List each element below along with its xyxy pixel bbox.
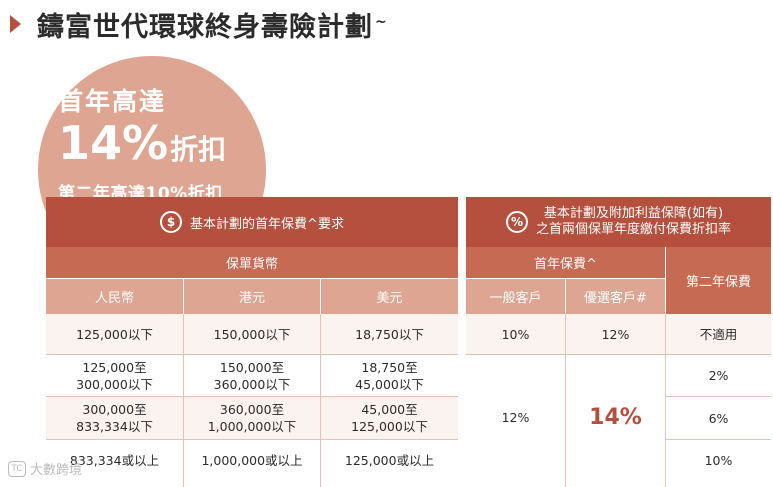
divider <box>565 314 566 487</box>
divider <box>183 314 184 487</box>
table-cell: 18,750以下 <box>355 326 424 342</box>
general-rate-merged: 12% <box>501 410 530 425</box>
page-title: 鑄富世代環球終身壽險計劃 ~ <box>37 11 388 43</box>
second-year-rate-row2: 2% <box>708 368 729 383</box>
table-cell: 1,000,000或以上 <box>201 452 303 468</box>
watermark-text: 大數跨境 <box>30 463 83 478</box>
col-preferred-client: 優選客戶# <box>566 279 665 314</box>
second-year-header: 第二年保費 <box>666 247 771 314</box>
left-header-text: 基本計劃的首年保費^要求 <box>190 216 344 232</box>
dollar-icon: $ <box>160 211 183 233</box>
currency-header: 保單貨幣 <box>46 247 458 278</box>
promo-line1: 首年高達 <box>58 87 167 116</box>
preferred-rate-row1: 12% <box>601 326 630 342</box>
col-usd: 美元 <box>321 279 458 314</box>
promo-big-suffix: 折扣 <box>170 133 227 166</box>
divider <box>320 314 321 487</box>
table-cell: 125,000至 300,000以下 <box>76 359 153 392</box>
play-arrow-icon <box>10 15 21 33</box>
title-row: 鑄富世代環球終身壽險計劃 ~ <box>10 6 388 43</box>
table-cell: 45,000至 125,000以下 <box>351 402 428 434</box>
right-header-line1: 基本計劃及附加利益保障(如有) <box>543 206 724 221</box>
second-year-rate-row1: 不適用 <box>699 326 738 342</box>
watermark: TC 大數跨境 <box>8 459 82 478</box>
divider <box>665 314 666 487</box>
table-cell: 18,750至 45,000以下 <box>355 359 424 392</box>
table-cell: 833,334或以上 <box>69 452 160 468</box>
row-bg-1 <box>466 314 771 354</box>
general-rate-row1: 10% <box>501 326 530 342</box>
divider <box>46 439 458 440</box>
first-year-header: 首年保費^ <box>466 247 665 278</box>
row-bg-3 <box>46 397 458 439</box>
divider <box>666 396 771 397</box>
table-cell: 360,000至 1,000,000以下 <box>207 402 297 434</box>
divider <box>466 354 771 355</box>
divider <box>46 354 458 355</box>
percent-icon: % <box>505 211 528 233</box>
title-superscript: ~ <box>375 13 388 30</box>
divider <box>666 439 771 440</box>
promo-line2: 14%折扣 <box>58 120 226 177</box>
table-cell: 150,000至 360,000以下 <box>213 359 291 392</box>
discount-rate-table: % 基本計劃及附加利益保障(如有) 之首兩個保單年度繳付保費折扣率 首年保費^ … <box>466 197 771 487</box>
second-year-rate-row4: 10% <box>704 452 733 468</box>
divider <box>46 396 458 397</box>
right-header-text: 基本計劃及附加利益保障(如有) 之首兩個保單年度繳付保費折扣率 <box>536 206 731 238</box>
promo-text: 首年高達 14%折扣 第二年高達10%折扣 <box>58 82 226 204</box>
table-cell: 300,000至 833,334以下 <box>76 402 153 434</box>
right-table-header: % 基本計劃及附加利益保障(如有) 之首兩個保單年度繳付保費折扣率 <box>466 197 771 247</box>
watermark-logo-icon: TC <box>8 460 26 477</box>
preferred-rate-merged: 14% <box>589 405 642 430</box>
row-bg-1 <box>46 314 458 354</box>
left-table-header: $ 基本計劃的首年保費^要求 <box>46 197 458 247</box>
col-general-client: 一般客戶 <box>466 279 565 314</box>
right-header-line2: 之首兩個保單年度繳付保費折扣率 <box>535 222 731 237</box>
col-rmb: 人民幣 <box>46 279 183 314</box>
table-cell: 150,000以下 <box>213 326 291 342</box>
premium-requirement-table: $ 基本計劃的首年保費^要求 保單貨幣 人民幣 港元 美元 125,000以下 … <box>46 197 458 487</box>
table-cell: 125,000或以上 <box>344 452 435 468</box>
second-year-rate-row3: 6% <box>708 410 729 426</box>
table-cell: 125,000以下 <box>76 326 153 342</box>
col-hkd: 港元 <box>184 279 320 314</box>
promo-big-number: 14% <box>58 116 169 170</box>
